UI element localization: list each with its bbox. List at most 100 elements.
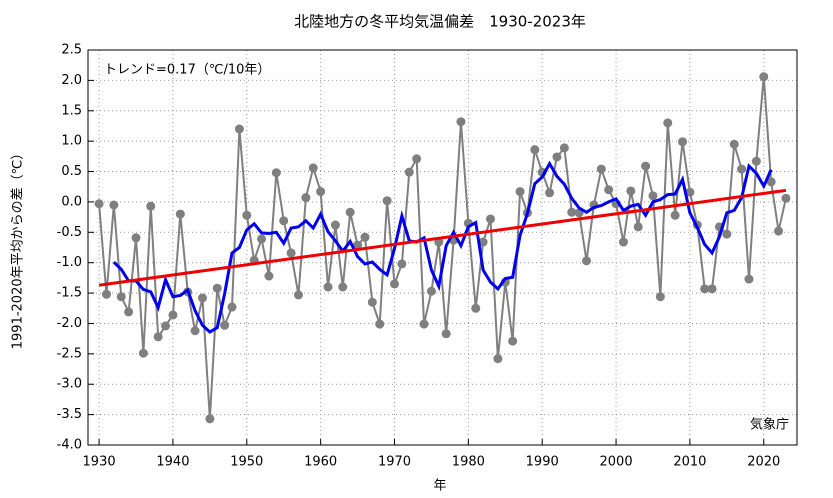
point [604,185,614,195]
point [138,348,148,358]
point [257,234,267,244]
point [153,332,163,342]
x-tick-label: 2020 [747,455,780,470]
point [197,293,207,303]
point [618,237,628,247]
point [382,196,392,206]
point [175,209,185,219]
point [146,201,156,211]
point [567,207,577,217]
point [293,290,303,300]
point [168,310,178,320]
point [367,297,377,307]
point [301,193,311,203]
y-tick-label: -1.0 [57,255,82,270]
x-axis-label: 年 [433,479,446,494]
point [744,274,754,284]
point [596,164,606,174]
y-tick-label: 0.5 [61,164,82,179]
chart-title: 北陸地方の冬平均気温偏差 1930-2023年 [294,13,586,31]
point [626,186,636,196]
point [404,167,414,177]
point [234,124,244,134]
point [471,303,481,313]
point [190,326,200,336]
point [582,256,592,266]
point [493,354,503,364]
point [648,191,658,201]
y-tick-label: -3.0 [57,377,82,392]
point [515,187,525,197]
y-tick-label: -0.5 [57,225,82,240]
point [559,143,569,153]
point [397,259,407,269]
point [641,161,651,171]
point [286,248,296,258]
point [633,222,643,232]
point [389,279,399,289]
point [345,207,355,217]
point [330,220,340,230]
y-tick-label: 0.0 [61,194,82,209]
point [375,319,385,329]
point [116,292,126,302]
point [781,193,791,203]
x-tick-label: 1960 [304,455,337,470]
point [552,152,562,162]
point [227,302,237,312]
point [338,282,348,292]
point [353,240,363,250]
point [729,139,739,149]
x-tick-label: 2000 [600,455,633,470]
point [737,164,747,174]
point [316,187,326,197]
x-tick-label: 1980 [452,455,485,470]
point [759,72,769,82]
x-tick-label: 1950 [230,455,263,470]
point [161,321,171,331]
x-tick-label: 1990 [526,455,559,470]
y-tick-label: 1.5 [61,103,82,118]
x-tick-label: 2010 [673,455,706,470]
point [419,319,429,329]
point [486,214,496,224]
point [663,118,673,128]
trend-annotation: トレンド=0.17（℃/10年） [104,63,270,78]
annual-line [98,76,787,419]
point [323,282,333,292]
y-tick-label: -3.5 [57,407,82,422]
source-annotation: 気象庁 [750,417,789,433]
point [655,292,665,302]
point [670,210,680,220]
point [722,229,732,239]
point [700,284,710,294]
point [279,216,289,226]
x-tick-label: 1940 [156,455,189,470]
y-tick-label: 1.0 [61,134,82,149]
point [264,271,274,281]
point [212,283,222,293]
y-tick-label: 2.0 [61,73,82,88]
series-line [112,160,773,334]
point [766,177,776,187]
point [508,336,518,346]
point [478,237,488,247]
point [109,200,119,210]
point [751,156,761,166]
plot-frame [87,49,798,446]
y-tick-label: -2.5 [57,346,82,361]
point [220,320,230,330]
y-axis-label: 1991-2020年平均からの差（℃） [11,147,26,349]
point [441,329,451,339]
point [685,187,695,197]
point [456,117,466,127]
y-tick-label: -2.0 [57,316,82,331]
x-tick-label: 1970 [378,455,411,470]
y-tick-label: 2.5 [61,43,82,58]
point [707,284,717,294]
point [94,199,104,209]
point [205,414,215,424]
point [101,289,111,299]
point [360,232,370,242]
series-line [98,188,787,287]
